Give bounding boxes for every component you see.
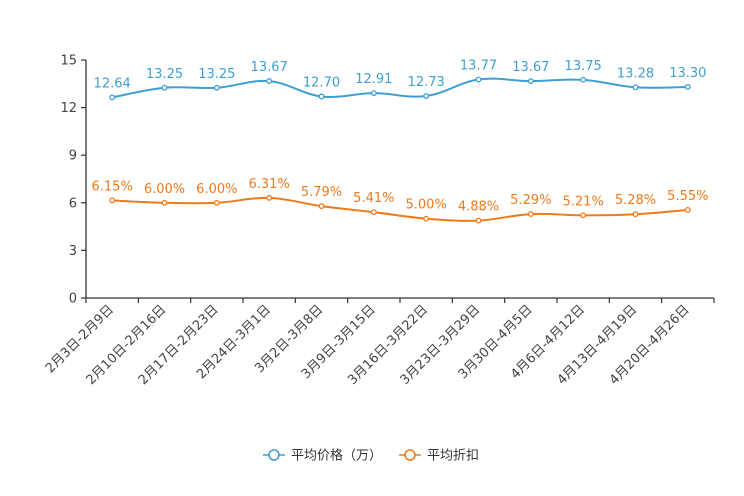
data-point[interactable] <box>632 84 639 91</box>
data-point[interactable] <box>213 84 220 91</box>
y-tick-label: 0 <box>69 292 77 307</box>
data-point[interactable] <box>266 78 273 85</box>
data-label: 6.00% <box>144 182 185 197</box>
y-tick-label: 15 <box>60 54 77 69</box>
data-label: 5.79% <box>301 185 342 200</box>
data-label: 12.91 <box>355 72 392 87</box>
legend-label: 平均价格（万） <box>291 448 382 464</box>
data-label: 13.25 <box>198 67 235 82</box>
series-2 <box>109 194 691 224</box>
data-point[interactable] <box>527 211 534 218</box>
y-tick-label: 12 <box>60 101 77 116</box>
data-point[interactable] <box>318 93 325 100</box>
data-point[interactable] <box>423 93 430 99</box>
data-point[interactable] <box>213 199 220 206</box>
data-point[interactable] <box>684 84 691 90</box>
data-label: 5.41% <box>353 191 394 206</box>
legend-marker <box>268 449 280 461</box>
data-label: 13.28 <box>617 66 654 81</box>
data-label: 6.15% <box>92 179 133 194</box>
legend-item-1[interactable]: 平均价格（万） <box>263 448 382 464</box>
data-label: 12.73 <box>408 75 445 90</box>
y-tick-label: 6 <box>69 196 77 211</box>
data-point[interactable] <box>632 211 639 218</box>
data-label: 5.21% <box>563 194 604 209</box>
data-point[interactable] <box>266 194 273 201</box>
data-point[interactable] <box>684 206 691 213</box>
data-label: 13.30 <box>669 66 706 81</box>
data-label: 5.28% <box>615 193 656 208</box>
data-label: 12.70 <box>303 75 340 90</box>
data-point[interactable] <box>109 94 116 101</box>
legend-marker <box>404 449 416 461</box>
data-label: 13.77 <box>460 59 497 74</box>
data-point[interactable] <box>475 76 482 83</box>
data-point[interactable] <box>580 76 587 83</box>
series-layer <box>109 76 691 224</box>
data-point[interactable] <box>423 215 430 222</box>
data-point[interactable] <box>370 209 377 216</box>
series-line <box>112 196 688 222</box>
y-tick-label: 9 <box>69 149 77 164</box>
data-label: 4.88% <box>458 200 499 215</box>
data-label: 13.67 <box>251 60 288 75</box>
data-point[interactable] <box>580 212 587 219</box>
data-label: 5.00% <box>406 198 447 213</box>
data-label: 13.67 <box>512 60 549 75</box>
data-label: 13.25 <box>146 67 183 82</box>
data-point[interactable] <box>161 199 168 206</box>
data-point[interactable] <box>161 84 168 91</box>
data-point[interactable] <box>475 217 482 224</box>
data-point[interactable] <box>318 203 325 210</box>
data-label: 6.00% <box>196 182 237 197</box>
series-1 <box>109 76 691 101</box>
data-label: 13.75 <box>565 59 602 74</box>
series-line <box>111 77 688 99</box>
labels-layer: 12.64 13.25 13.25 13.67 12.70 12.91 12.73 13.77… <box>92 59 709 215</box>
y-tick-label: 3 <box>69 244 77 259</box>
legend-label: 平均折扣 <box>427 449 479 464</box>
legend[interactable]: 平均价格（万） 平均折扣 <box>263 448 479 464</box>
axes-layer: 036912152月3日-2月9日2月10日-2月16日2月17日-2月23日2… <box>43 54 715 388</box>
legend-item-2[interactable]: 平均折扣 <box>399 449 479 464</box>
data-label: 12.64 <box>94 76 131 91</box>
data-label: 5.29% <box>510 193 551 208</box>
data-point[interactable] <box>109 197 116 204</box>
data-label: 6.31% <box>249 177 290 192</box>
data-label: 5.55% <box>667 189 708 204</box>
data-point[interactable] <box>527 78 534 85</box>
data-point[interactable] <box>370 90 377 97</box>
